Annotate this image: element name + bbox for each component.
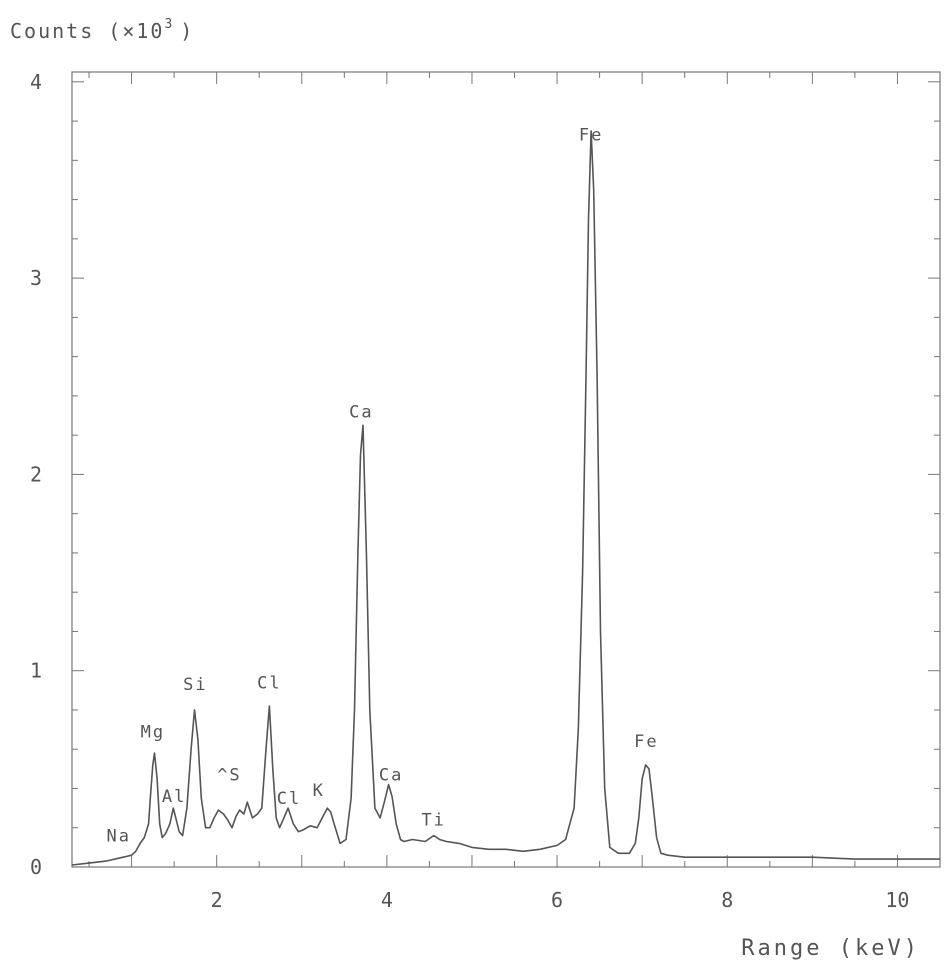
- peak-label: Mg: [141, 722, 165, 742]
- peak-label: Cl: [277, 789, 301, 809]
- y-axis-tick-labels: 0 1 2 3 4: [30, 70, 42, 879]
- x-tick-label: 6: [551, 888, 563, 912]
- x-axis-label: Range (keV): [741, 936, 920, 961]
- peak-label: Ti: [421, 811, 445, 831]
- y-tick-label: 2: [30, 462, 42, 486]
- y-axis-label: Counts (×103): [10, 17, 194, 43]
- spectrum-line: [71, 130, 940, 866]
- peak-label: Ca: [349, 402, 373, 422]
- x-tick-label: 8: [721, 888, 733, 912]
- y-tick-label: 3: [30, 266, 42, 290]
- peak-label: K: [313, 781, 325, 801]
- x-tick-label: 4: [381, 888, 393, 912]
- x-axis-tick-labels: 2 4 6 8 10: [211, 888, 910, 912]
- y-axis-ticks: [72, 81, 940, 868]
- peak-label: Fe: [579, 126, 603, 146]
- y-tick-label: 1: [30, 659, 42, 683]
- plot-frame: [71, 71, 941, 868]
- y-tick-label: 4: [30, 70, 42, 94]
- peak-label: Fe: [634, 732, 658, 752]
- peak-label: Cl: [257, 673, 281, 693]
- x-tick-label: 10: [885, 888, 909, 912]
- x-axis-ticks: [88, 72, 941, 867]
- x-tick-label: 2: [211, 888, 223, 912]
- peak-label: Na: [107, 826, 131, 846]
- peak-labels: Na Mg Al Si ^S Cl Cl K Ca Ca Ti Fe Fe: [107, 126, 658, 847]
- peak-label: Si: [183, 675, 207, 695]
- peak-label: Ca: [379, 766, 403, 786]
- y-tick-label: 0: [30, 855, 42, 879]
- peak-label: Al: [162, 787, 186, 807]
- peak-label: ^S: [217, 766, 241, 786]
